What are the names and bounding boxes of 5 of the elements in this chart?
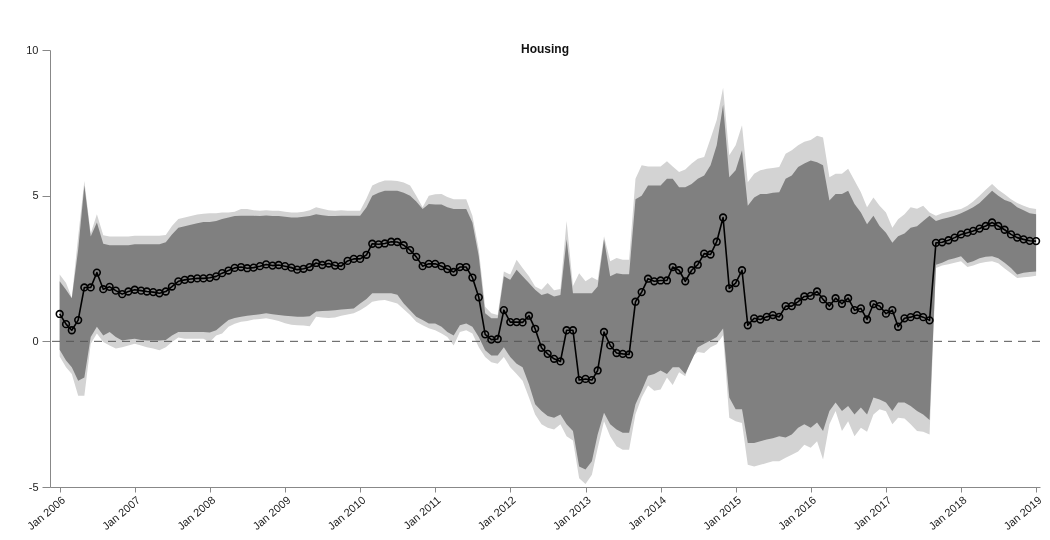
y-tick-label: 5 (32, 189, 39, 202)
y-tick-label: 10 (26, 43, 39, 56)
chart-title: Housing (521, 42, 569, 56)
y-tick-label: 0 (32, 334, 39, 347)
y-tick-label: -5 (28, 480, 39, 493)
